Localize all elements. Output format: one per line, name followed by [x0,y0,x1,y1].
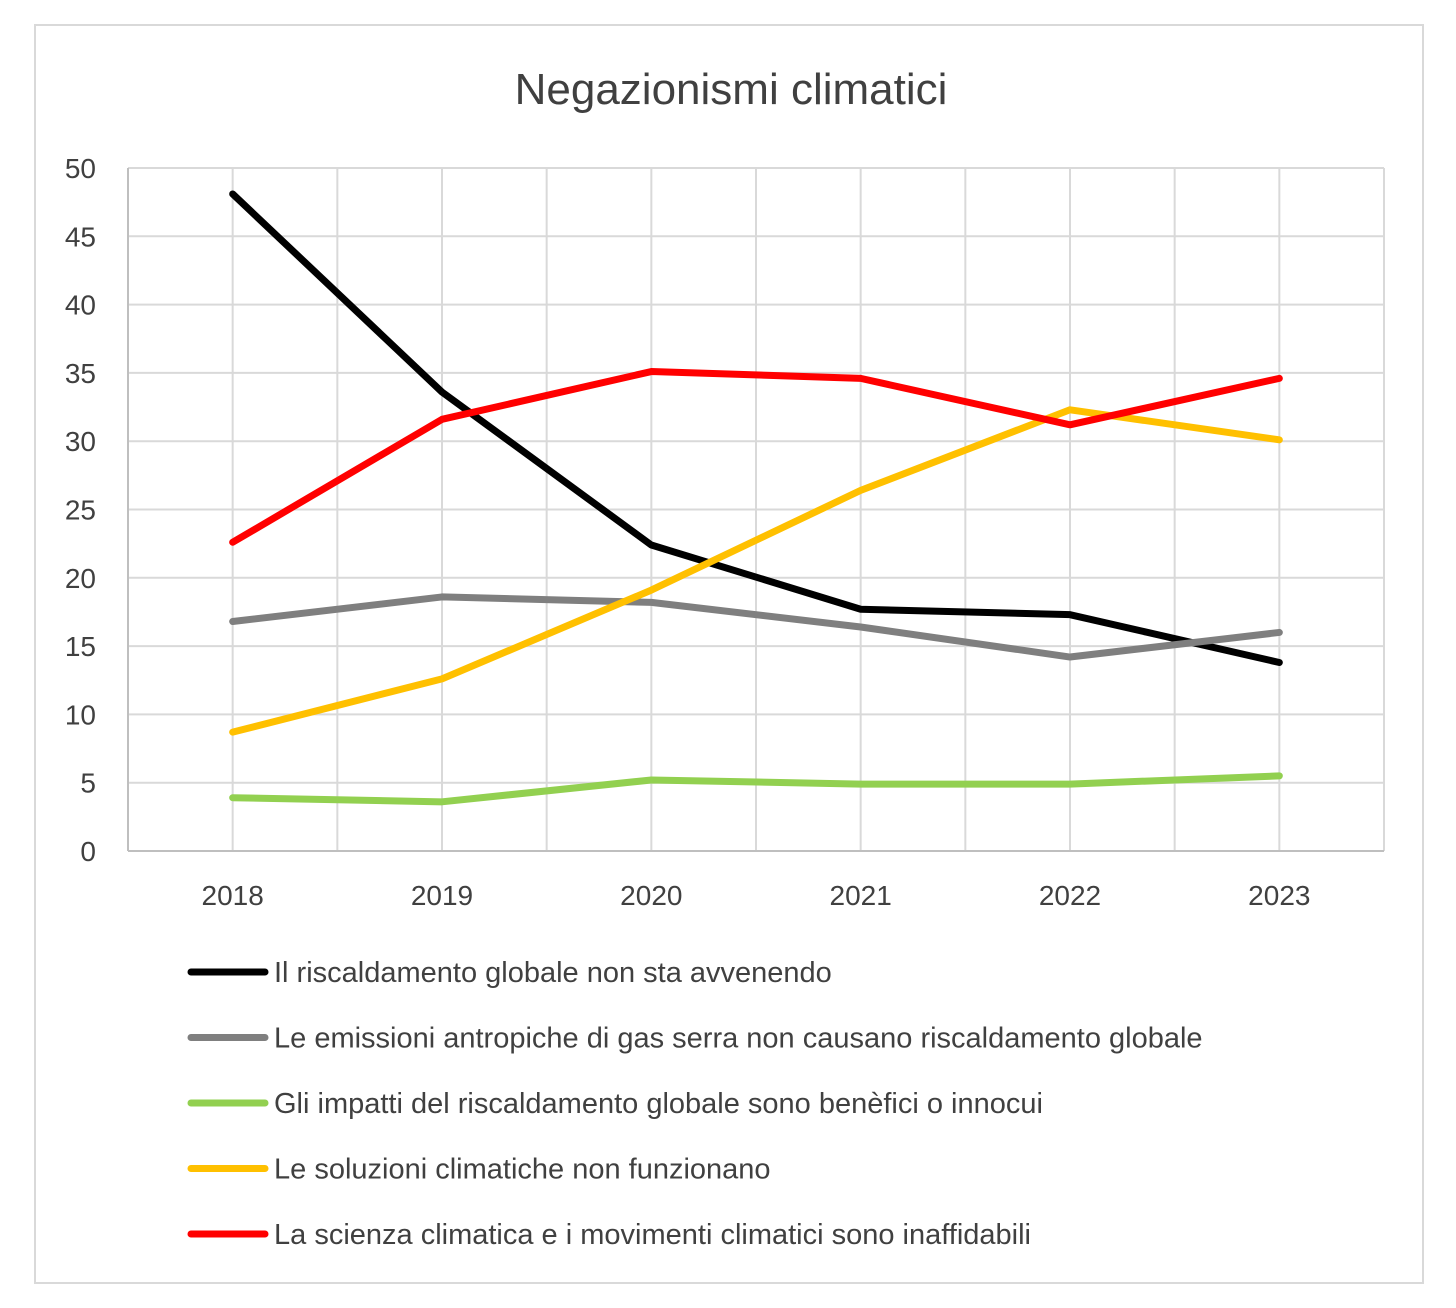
y-tick-label: 0 [80,836,96,867]
chart-title: Negazionismi climatici [515,65,948,114]
x-tick-label: 2019 [411,880,473,911]
x-axis-ticks: 2018 2019 2020 2021 2022 2023 [202,880,1311,911]
legend-label-3: Gli impatti del riscaldamento globale so… [274,1088,1043,1120]
x-tick-label: 2021 [830,880,892,911]
chart-frame [34,24,1424,1284]
y-tick-label: 25 [65,495,96,526]
y-tick-label: 30 [65,426,96,457]
series-lines [229,190,1283,806]
y-tick-label: 15 [65,631,96,662]
series-line-3 [229,772,1283,806]
legend-label-1: Il riscaldamento globale non sta avvenen… [274,957,832,989]
y-tick-label: 45 [65,221,96,252]
y-tick-label: 50 [65,153,96,184]
y-tick-label: 35 [65,358,96,389]
legend-label-4: Le soluzioni climatiche non funzionano [274,1154,771,1186]
x-tick-label: 2023 [1248,880,1310,911]
legend: Il riscaldamento globale non sta avvenen… [187,957,1203,1251]
series-line-1 [229,190,1283,666]
y-axis-ticks: 0 5 10 15 20 25 30 35 40 45 50 [65,153,96,867]
series-line-2 [229,593,1283,661]
y-tick-label: 40 [65,290,96,321]
legend-label-5: La scienza climatica e i movimenti clima… [274,1219,1031,1251]
x-tick-label: 2020 [620,880,682,911]
y-tick-label: 10 [65,699,96,730]
y-tick-label: 5 [80,768,96,799]
x-tick-label: 2018 [202,880,264,911]
series-line-5 [229,368,1283,546]
x-tick-label: 2022 [1039,880,1101,911]
y-tick-label: 20 [65,563,96,594]
axes [127,168,1384,852]
legend-label-2: Le emissioni antropiche di gas serra non… [274,1023,1203,1055]
